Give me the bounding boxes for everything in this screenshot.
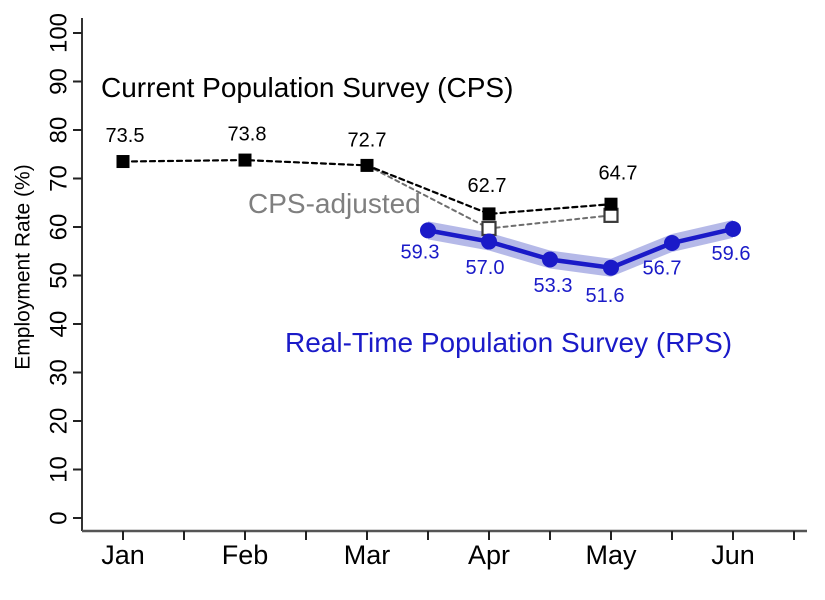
- rps-data-label: 59.3: [401, 242, 440, 264]
- rps-marker: [725, 220, 741, 237]
- rps-marker: [481, 233, 497, 250]
- cps-data-label: 62.7: [468, 175, 507, 197]
- cps-data-label: 73.5: [106, 125, 145, 147]
- x-tick-label: Mar: [344, 540, 391, 570]
- y-tick-label: 100: [45, 13, 72, 53]
- x-tick-label: Apr: [468, 540, 510, 570]
- real-time-population-survey-rps--line: [425, 226, 736, 270]
- y-tick-label: 30: [45, 359, 72, 386]
- y-tick-label: 40: [45, 311, 72, 338]
- rps-data-label: 56.7: [643, 257, 682, 279]
- cps-adjusted-series-label: CPS-adjusted: [248, 188, 421, 219]
- rps-marker: [542, 251, 558, 268]
- y-tick-label: 10: [45, 456, 72, 483]
- y-tick-label: 60: [45, 214, 72, 241]
- y-tick-label: 0: [45, 511, 72, 524]
- cps-data-label: 72.7: [348, 130, 387, 152]
- rps-series-label: Real-Time Population Survey (RPS): [285, 327, 733, 358]
- y-axis-title: Employment Rate (%): [12, 164, 35, 369]
- cps-series-label: Current Population Survey (CPS): [101, 72, 514, 103]
- y-tick-label: 90: [45, 68, 72, 95]
- x-tick-label: Jan: [101, 540, 145, 570]
- cps-marker: [360, 158, 374, 172]
- y-tick-label: 80: [45, 117, 72, 144]
- x-tick-label: Jun: [711, 540, 755, 570]
- cps-data-label: 64.7: [599, 162, 638, 184]
- rps-data-label: 53.3: [534, 275, 573, 297]
- x-tick-label: May: [585, 540, 637, 570]
- rps-data-label: 51.6: [586, 285, 625, 307]
- cps-adjusted-marker: [481, 220, 497, 237]
- cps-adjusted-marker: [603, 207, 619, 223]
- rps-data-label: 57.0: [466, 257, 505, 279]
- rps-marker: [420, 222, 436, 239]
- y-tick-label: 70: [45, 165, 72, 192]
- x-tick-label: Feb: [222, 540, 269, 570]
- cps-marker: [604, 197, 618, 211]
- cps-marker: [238, 153, 252, 167]
- cps-data-label: 73.8: [228, 123, 267, 145]
- y-tick-label: 20: [45, 408, 72, 435]
- y-tick-label: 50: [45, 262, 72, 289]
- rps-marker: [603, 259, 619, 276]
- cps-marker: [482, 207, 496, 221]
- rps-data-label: 59.6: [712, 243, 751, 265]
- rps-marker: [664, 235, 680, 252]
- cps-marker: [116, 155, 130, 169]
